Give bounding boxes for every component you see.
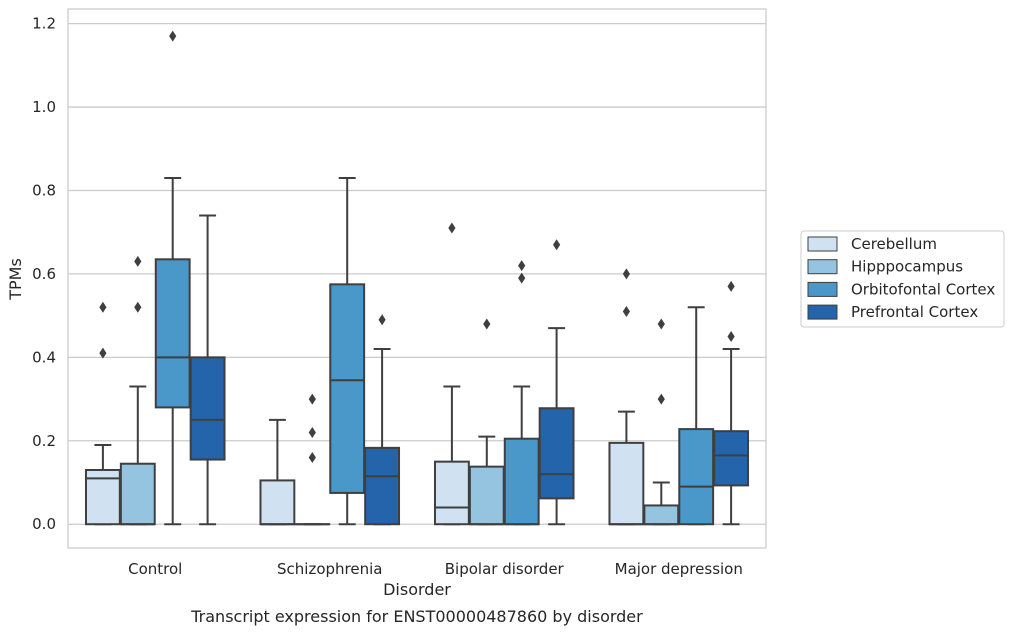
- legend-frame: [800, 230, 1005, 328]
- outlier-point: [308, 451, 316, 463]
- outlier-point: [134, 301, 142, 313]
- legend-label: Orbitofontal Cortex: [851, 280, 995, 298]
- outlier-point: [99, 301, 107, 313]
- box-body: [643, 504, 680, 526]
- box-body: [503, 437, 540, 526]
- box-body: [433, 460, 470, 526]
- box-body: [538, 407, 575, 500]
- y-tick-label: 1.0: [32, 98, 56, 116]
- box-body: [678, 428, 715, 526]
- legend-swatch: [807, 304, 838, 320]
- outlier-point: [553, 239, 561, 251]
- outlier-point: [622, 305, 630, 317]
- y-tick-label: 1.2: [32, 15, 56, 33]
- box-body: [608, 441, 645, 526]
- box: [364, 314, 401, 526]
- chart-caption: Transcript expression for ENST0000048786…: [190, 607, 643, 626]
- x-axis-ticks: Control Schizophrenia Bipolar disorder Majo…: [128, 560, 743, 578]
- box: [678, 306, 715, 526]
- legend-item: Prefrontal Cortex: [807, 303, 978, 321]
- box-body: [468, 465, 505, 526]
- box: [294, 393, 331, 526]
- box-body: [259, 479, 296, 526]
- outlier-point: [657, 318, 665, 330]
- y-tick-label: 0.0: [32, 515, 56, 533]
- box: [643, 318, 680, 526]
- box: [259, 418, 296, 526]
- box-body: [329, 283, 366, 494]
- outlier-point: [622, 268, 630, 280]
- box: [538, 239, 575, 526]
- legend-swatch: [807, 236, 838, 252]
- series-group: [84, 222, 645, 526]
- outlier-point: [727, 330, 735, 342]
- series-group: [189, 214, 750, 526]
- box: [84, 301, 121, 526]
- box: [433, 222, 470, 526]
- legend-label: Hipppocampus: [851, 258, 963, 276]
- legend-label: Prefrontal Cortex: [851, 303, 978, 321]
- box: [468, 318, 505, 526]
- outlier-point: [308, 393, 316, 405]
- box-body: [364, 446, 401, 526]
- outlier-point: [169, 30, 177, 42]
- box: [154, 30, 191, 526]
- y-axis-ticks: 0.0 0.2 0.4 0.6 0.8 1.0 1.2: [32, 15, 56, 534]
- outlier-point: [448, 222, 456, 234]
- box-body: [154, 258, 191, 409]
- y-tick-label: 0.4: [32, 348, 56, 366]
- outlier-point: [134, 255, 142, 267]
- box-body: [119, 462, 156, 526]
- x-axis-title: Disorder: [383, 580, 451, 599]
- outlier-point: [99, 347, 107, 359]
- series-group: [154, 30, 715, 526]
- box: [608, 268, 645, 526]
- series-group: [119, 255, 680, 526]
- x-tick-label: Major depression: [615, 560, 743, 578]
- y-tick-label: 0.8: [32, 181, 56, 199]
- outlier-point: [518, 260, 526, 272]
- outlier-point: [483, 318, 491, 330]
- y-axis-title: TPMs: [6, 258, 25, 301]
- x-tick-label: Control: [128, 560, 182, 578]
- y-tick-label: 0.6: [32, 265, 56, 283]
- outlier-point: [518, 272, 526, 284]
- x-tick-label: Bipolar disorder: [445, 560, 565, 578]
- box-body: [189, 356, 226, 461]
- box: [119, 255, 156, 526]
- outlier-point: [378, 314, 386, 326]
- legend-label: Cerebellum: [851, 235, 937, 253]
- y-tick-label: 0.2: [32, 432, 56, 450]
- legend-item: Hipppocampus: [807, 258, 963, 276]
- box-body: [713, 430, 750, 487]
- x-tick-label: Schizophrenia: [277, 560, 382, 578]
- box: [329, 176, 366, 526]
- outlier-point: [308, 426, 316, 438]
- legend-item: Cerebellum: [807, 235, 937, 253]
- outlier-point: [727, 280, 735, 292]
- plot-frame: [67, 8, 767, 549]
- box: [503, 260, 540, 526]
- box: [189, 214, 226, 526]
- legend: Cerebellum Hipppocampus Orbitofontal Corte…: [800, 230, 1005, 328]
- legend-swatch: [807, 259, 838, 275]
- box: [713, 280, 750, 526]
- box-series: [84, 30, 750, 526]
- legend-item: Orbitofontal Cortex: [807, 280, 995, 298]
- outlier-point: [657, 393, 665, 405]
- legend-swatch: [807, 281, 838, 297]
